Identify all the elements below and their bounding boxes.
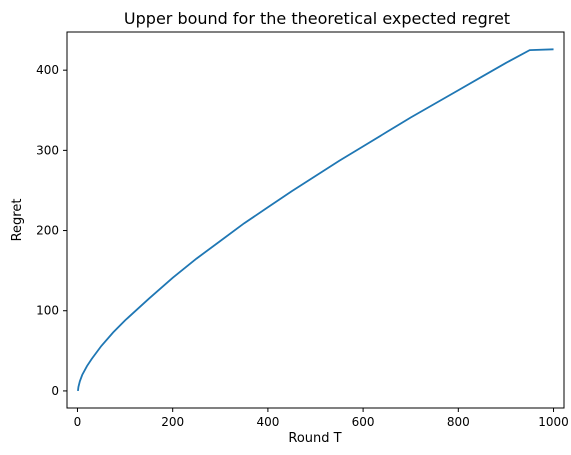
y-tick-label: 300 [36,143,59,157]
chart-title: Upper bound for the theoretical expected… [124,9,510,28]
series-line [77,48,554,392]
plot-frame [66,31,565,409]
y-axis-label: Regret [10,199,25,242]
y-tick-label: 100 [36,304,59,318]
x-tick-label: 1000 [538,415,569,429]
x-tick-label: 200 [161,415,184,429]
x-tick-label: 400 [256,415,279,429]
y-tick-label: 400 [36,63,59,77]
x-tick-label: 0 [74,415,82,429]
x-tick-label: 800 [447,415,470,429]
x-axis: 0 200 400 600 800 1000 [74,408,569,429]
y-axis: 0 100 200 300 400 [36,63,67,398]
y-tick-label: 200 [36,224,59,238]
y-tick-label: 0 [51,384,59,398]
plot-area: 0 200 400 600 800 1000 0 100 200 300 400 [36,31,569,429]
x-tick-label: 600 [352,415,375,429]
x-axis-label: Round T [288,431,341,446]
